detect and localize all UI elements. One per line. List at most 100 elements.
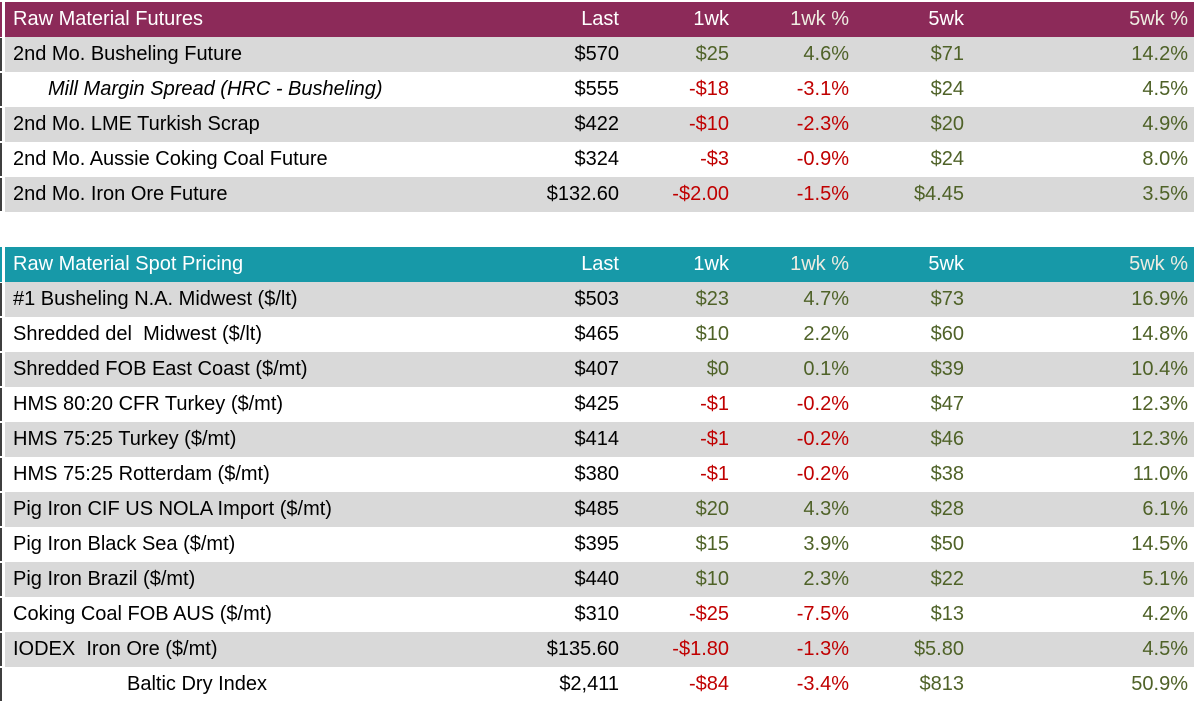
cell-5wk: $47 xyxy=(930,393,964,415)
cell-5wk-pct: 50.9% xyxy=(1131,673,1188,695)
cell-5wk: $22 xyxy=(930,568,964,590)
table-row: Pig Iron Black Sea ($/mt) $395 $15 3.9% $50 1… xyxy=(0,527,1194,562)
cell-1wk-pct: -3.4% xyxy=(796,673,849,695)
table-row: HMS 75:25 Rotterdam ($/mt) $380 -$1 -0.2% $3… xyxy=(0,457,1194,492)
cell-1wk: $20 xyxy=(695,498,729,520)
cell-1wk-pct: -0.2% xyxy=(796,393,849,415)
cell-last: $2,411 xyxy=(559,673,619,695)
column-header-5wk-pct: 5wk % xyxy=(1129,253,1188,275)
cell-1wk-pct: 4.6% xyxy=(803,43,849,65)
cell-5wk: $4.45 xyxy=(913,183,964,205)
cell-1wk: $10 xyxy=(695,568,729,590)
spot-header-row: Raw Material Spot Pricing Last 1wk 1wk % 5w… xyxy=(0,247,1194,282)
cell-last: $380 xyxy=(574,463,620,485)
cell-last: $440 xyxy=(574,568,620,590)
cell-5wk: $24 xyxy=(930,148,964,170)
table-row: Mill Margin Spread (HRC - Busheling) $555… xyxy=(0,72,1194,107)
cell-1wk: -$1 xyxy=(700,463,729,485)
cell-last: $135.60 xyxy=(546,638,619,660)
cell-5wk: $24 xyxy=(930,78,964,100)
futures-header-row: Raw Material Futures Last 1wk 1wk % 5wk 5wk … xyxy=(0,2,1194,37)
cell-1wk-pct: -3.1% xyxy=(796,78,849,100)
row-label: HMS 80:20 CFR Turkey ($/mt) xyxy=(13,393,284,415)
cell-5wk-pct: 12.3% xyxy=(1131,428,1188,450)
cell-1wk: -$2.00 xyxy=(672,183,729,205)
cell-5wk: $71 xyxy=(930,43,964,65)
row-label: Mill Margin Spread (HRC - Busheling) xyxy=(48,78,383,100)
row-label: Shredded del Midwest ($/lt) xyxy=(13,323,263,345)
spot-table-rows: #1 Busheling N.A. Midwest ($/lt) $503 $23 4… xyxy=(0,282,1194,701)
cell-1wk-pct: -0.9% xyxy=(796,148,849,170)
cell-1wk-pct: -0.2% xyxy=(796,428,849,450)
futures-table-rows: 2nd Mo. Busheling Future $570 $25 4.6% $71 14… xyxy=(0,37,1194,212)
table-row: 2nd Mo. Busheling Future $570 $25 4.6% $71 14… xyxy=(0,37,1194,72)
spot-table-title: Raw Material Spot Pricing xyxy=(13,253,244,275)
table-row: 2nd Mo. Aussie Coking Coal Future $324 -$3… xyxy=(0,142,1194,177)
table-row: Baltic Dry Index $2,411 -$84 -3.4% $813 50.9% xyxy=(0,667,1194,701)
cell-5wk-pct: 14.2% xyxy=(1131,43,1188,65)
row-label: #1 Busheling N.A. Midwest ($/lt) xyxy=(13,288,298,310)
cell-1wk: -$1 xyxy=(700,428,729,450)
row-label: Baltic Dry Index xyxy=(127,673,268,695)
futures-table: Raw Material Futures Last 1wk 1wk % 5wk 5wk … xyxy=(0,2,1194,212)
column-header-5wk-pct: 5wk % xyxy=(1129,8,1188,30)
table-row: Shredded FOB East Coast ($/mt) $407 $0 0.1%… xyxy=(0,352,1194,387)
cell-last: $555 xyxy=(574,78,620,100)
cell-5wk: $5.80 xyxy=(913,638,964,660)
table-row: HMS 75:25 Turkey ($/mt) $414 -$1 -0.2% $46 12… xyxy=(0,422,1194,457)
cell-1wk-pct: -7.5% xyxy=(796,603,849,625)
cell-last: $414 xyxy=(574,428,620,450)
cell-last: $425 xyxy=(574,393,620,415)
cell-5wk-pct: 3.5% xyxy=(1142,183,1188,205)
cell-last: $503 xyxy=(574,288,620,310)
cell-5wk: $813 xyxy=(919,673,965,695)
cell-5wk: $60 xyxy=(930,323,964,345)
column-header-1wk: 1wk xyxy=(693,253,729,275)
cell-1wk: $10 xyxy=(695,323,729,345)
cell-1wk-pct: 2.2% xyxy=(803,323,849,345)
row-label: HMS 75:25 Turkey ($/mt) xyxy=(13,428,237,450)
table-row: HMS 80:20 CFR Turkey ($/mt) $425 -$1 -0.2% $… xyxy=(0,387,1194,422)
cell-5wk: $20 xyxy=(930,113,964,135)
cell-5wk-pct: 4.5% xyxy=(1142,638,1188,660)
table-row: Pig Iron CIF US NOLA Import ($/mt) $485 $2… xyxy=(0,492,1194,527)
cell-last: $422 xyxy=(574,113,620,135)
cell-1wk-pct: -2.3% xyxy=(796,113,849,135)
cell-5wk-pct: 16.9% xyxy=(1131,288,1188,310)
table-row: Pig Iron Brazil ($/mt) $440 $10 2.3% $22 5.1% xyxy=(0,562,1194,597)
row-label: Pig Iron Brazil ($/mt) xyxy=(13,568,196,590)
cell-1wk-pct: -1.3% xyxy=(796,638,849,660)
cell-1wk-pct: -1.5% xyxy=(796,183,849,205)
cell-5wk-pct: 5.1% xyxy=(1142,568,1188,590)
cell-1wk: -$1 xyxy=(700,393,729,415)
cell-last: $407 xyxy=(574,358,620,380)
cell-5wk: $73 xyxy=(930,288,964,310)
column-header-1wk-pct: 1wk % xyxy=(790,253,849,275)
cell-1wk: -$84 xyxy=(688,673,729,695)
cell-5wk: $50 xyxy=(930,533,964,555)
cell-5wk: $39 xyxy=(930,358,964,380)
row-label: HMS 75:25 Rotterdam ($/mt) xyxy=(13,463,270,485)
column-header-1wk: 1wk xyxy=(693,8,729,30)
row-label: Coking Coal FOB AUS ($/mt) xyxy=(13,603,272,625)
row-label: 2nd Mo. LME Turkish Scrap xyxy=(13,113,260,135)
cell-1wk: $23 xyxy=(695,288,729,310)
row-label: 2nd Mo. Iron Ore Future xyxy=(13,183,228,205)
cell-1wk: -$10 xyxy=(688,113,729,135)
cell-5wk: $28 xyxy=(930,498,964,520)
table-row: 2nd Mo. Iron Ore Future $132.60 -$2.00 -1.5… xyxy=(0,177,1194,212)
table-row: Coking Coal FOB AUS ($/mt) $310 -$25 -7.5% $… xyxy=(0,597,1194,632)
table-row: 2nd Mo. LME Turkish Scrap $422 -$10 -2.3% $2… xyxy=(0,107,1194,142)
column-header-1wk-pct: 1wk % xyxy=(790,8,849,30)
cell-1wk: $15 xyxy=(695,533,729,555)
cell-last: $465 xyxy=(574,323,620,345)
futures-table-title: Raw Material Futures xyxy=(13,8,204,30)
cell-5wk-pct: 4.5% xyxy=(1142,78,1188,100)
cell-5wk-pct: 8.0% xyxy=(1142,148,1188,170)
cell-1wk-pct: -0.2% xyxy=(796,463,849,485)
cell-5wk: $38 xyxy=(930,463,964,485)
cell-1wk: $0 xyxy=(706,358,729,380)
table-row: Shredded del Midwest ($/lt) $465 $10 2.2% $6… xyxy=(0,317,1194,352)
row-label: IODEX Iron Ore ($/mt) xyxy=(13,638,218,660)
